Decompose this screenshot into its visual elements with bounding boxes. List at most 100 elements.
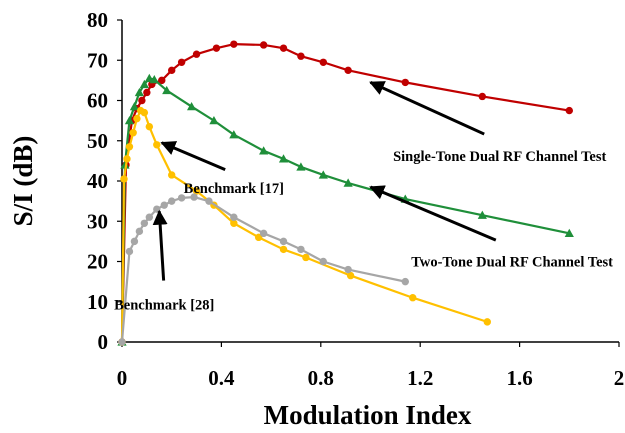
x-tick-label: 0 [117, 366, 128, 390]
data-point [149, 74, 159, 84]
data-point [145, 213, 154, 221]
data-point [478, 92, 487, 101]
data-point [125, 143, 134, 151]
data-point [565, 106, 573, 115]
data-point [230, 40, 238, 48]
data-point [192, 50, 201, 58]
annotation-arrow [369, 185, 497, 242]
x-tick-label: 1.2 [407, 366, 433, 390]
annotation-label: Benchmark [17] [184, 181, 284, 197]
data-point [168, 171, 176, 179]
data-point [177, 194, 186, 202]
annotation-label: Single-Tone Dual RF Channel Test [393, 149, 606, 165]
y-tick-label: 60 [87, 89, 108, 113]
data-point [153, 141, 161, 149]
data-point [318, 170, 328, 179]
annotation-label: Benchmark [28] [114, 298, 214, 314]
series-layer [117, 40, 574, 346]
data-point [135, 227, 144, 236]
data-point [401, 277, 409, 286]
data-point [186, 101, 197, 111]
data-point [205, 197, 213, 205]
data-point [140, 219, 149, 227]
data-point [190, 193, 198, 201]
data-point [118, 338, 126, 346]
y-tick-label: 70 [87, 48, 108, 72]
data-point [564, 228, 574, 238]
data-point [409, 294, 417, 302]
y-axis-title: S/I (dB) [8, 136, 38, 227]
data-point [145, 122, 154, 131]
y-tick-label: 50 [87, 129, 108, 153]
series-2 [117, 73, 574, 346]
axes: 0 10 20 30 40 50 60 70 80 0 0.4 0.8 1.2 1.6 2 [87, 8, 624, 390]
data-point [343, 178, 353, 187]
data-point [212, 44, 221, 52]
data-point [344, 265, 352, 274]
data-point [346, 271, 355, 280]
y-tick-label: 30 [87, 209, 108, 233]
y-tick-label: 80 [87, 8, 108, 32]
annotation-arrow [160, 141, 226, 172]
data-point [130, 237, 139, 246]
data-point [319, 58, 327, 66]
data-point [230, 213, 238, 221]
data-point [192, 187, 201, 195]
series-3 [118, 106, 491, 346]
data-point [254, 233, 263, 242]
data-point [483, 318, 491, 326]
x-tick-label: 1.6 [506, 366, 532, 390]
data-point [279, 245, 288, 254]
data-point [140, 108, 149, 117]
series-line [120, 196, 406, 343]
x-tick-label: 0.8 [308, 366, 334, 390]
annotation-arrow [369, 81, 485, 136]
data-point [297, 52, 305, 60]
y-tick-label: 40 [87, 169, 108, 193]
y-tick-label: 20 [87, 250, 108, 274]
data-point [124, 116, 135, 125]
data-point [160, 201, 168, 209]
data-point [158, 76, 166, 85]
data-point [129, 129, 137, 137]
annotation-arrow [152, 209, 168, 281]
data-point [209, 116, 219, 125]
data-point [230, 219, 238, 227]
data-point [259, 229, 268, 238]
data-point [133, 114, 141, 123]
data-point [302, 253, 310, 262]
series-4 [118, 193, 409, 346]
data-point [120, 160, 130, 169]
data-point [168, 197, 176, 205]
data-point [279, 237, 288, 246]
x-axis-title: Modulation Index [264, 400, 472, 430]
data-point [401, 78, 409, 87]
data-point [125, 247, 134, 256]
data-point [278, 154, 289, 163]
data-point [134, 87, 144, 97]
y-tick-label: 10 [87, 290, 108, 314]
data-point [477, 210, 487, 219]
data-point [177, 58, 186, 66]
data-point [229, 130, 239, 139]
data-point [138, 96, 146, 105]
label-layer: Modulation Index S/I (dB) [8, 136, 472, 430]
data-point [123, 155, 131, 163]
data-point [129, 101, 140, 111]
y-tick-label: 0 [98, 330, 109, 354]
data-point [168, 66, 176, 75]
data-point [319, 257, 327, 266]
data-point [259, 146, 269, 155]
annotation-label: Two-Tone Dual RF Channel Test [411, 255, 613, 271]
data-point [296, 162, 306, 171]
data-point [259, 41, 268, 49]
data-point [344, 66, 352, 75]
data-point [297, 245, 305, 254]
data-point [279, 44, 288, 52]
x-tick-label: 2 [614, 366, 625, 390]
x-tick-label: 0.4 [208, 366, 235, 390]
data-point [143, 88, 151, 97]
data-point [162, 85, 172, 95]
data-point [139, 79, 149, 89]
